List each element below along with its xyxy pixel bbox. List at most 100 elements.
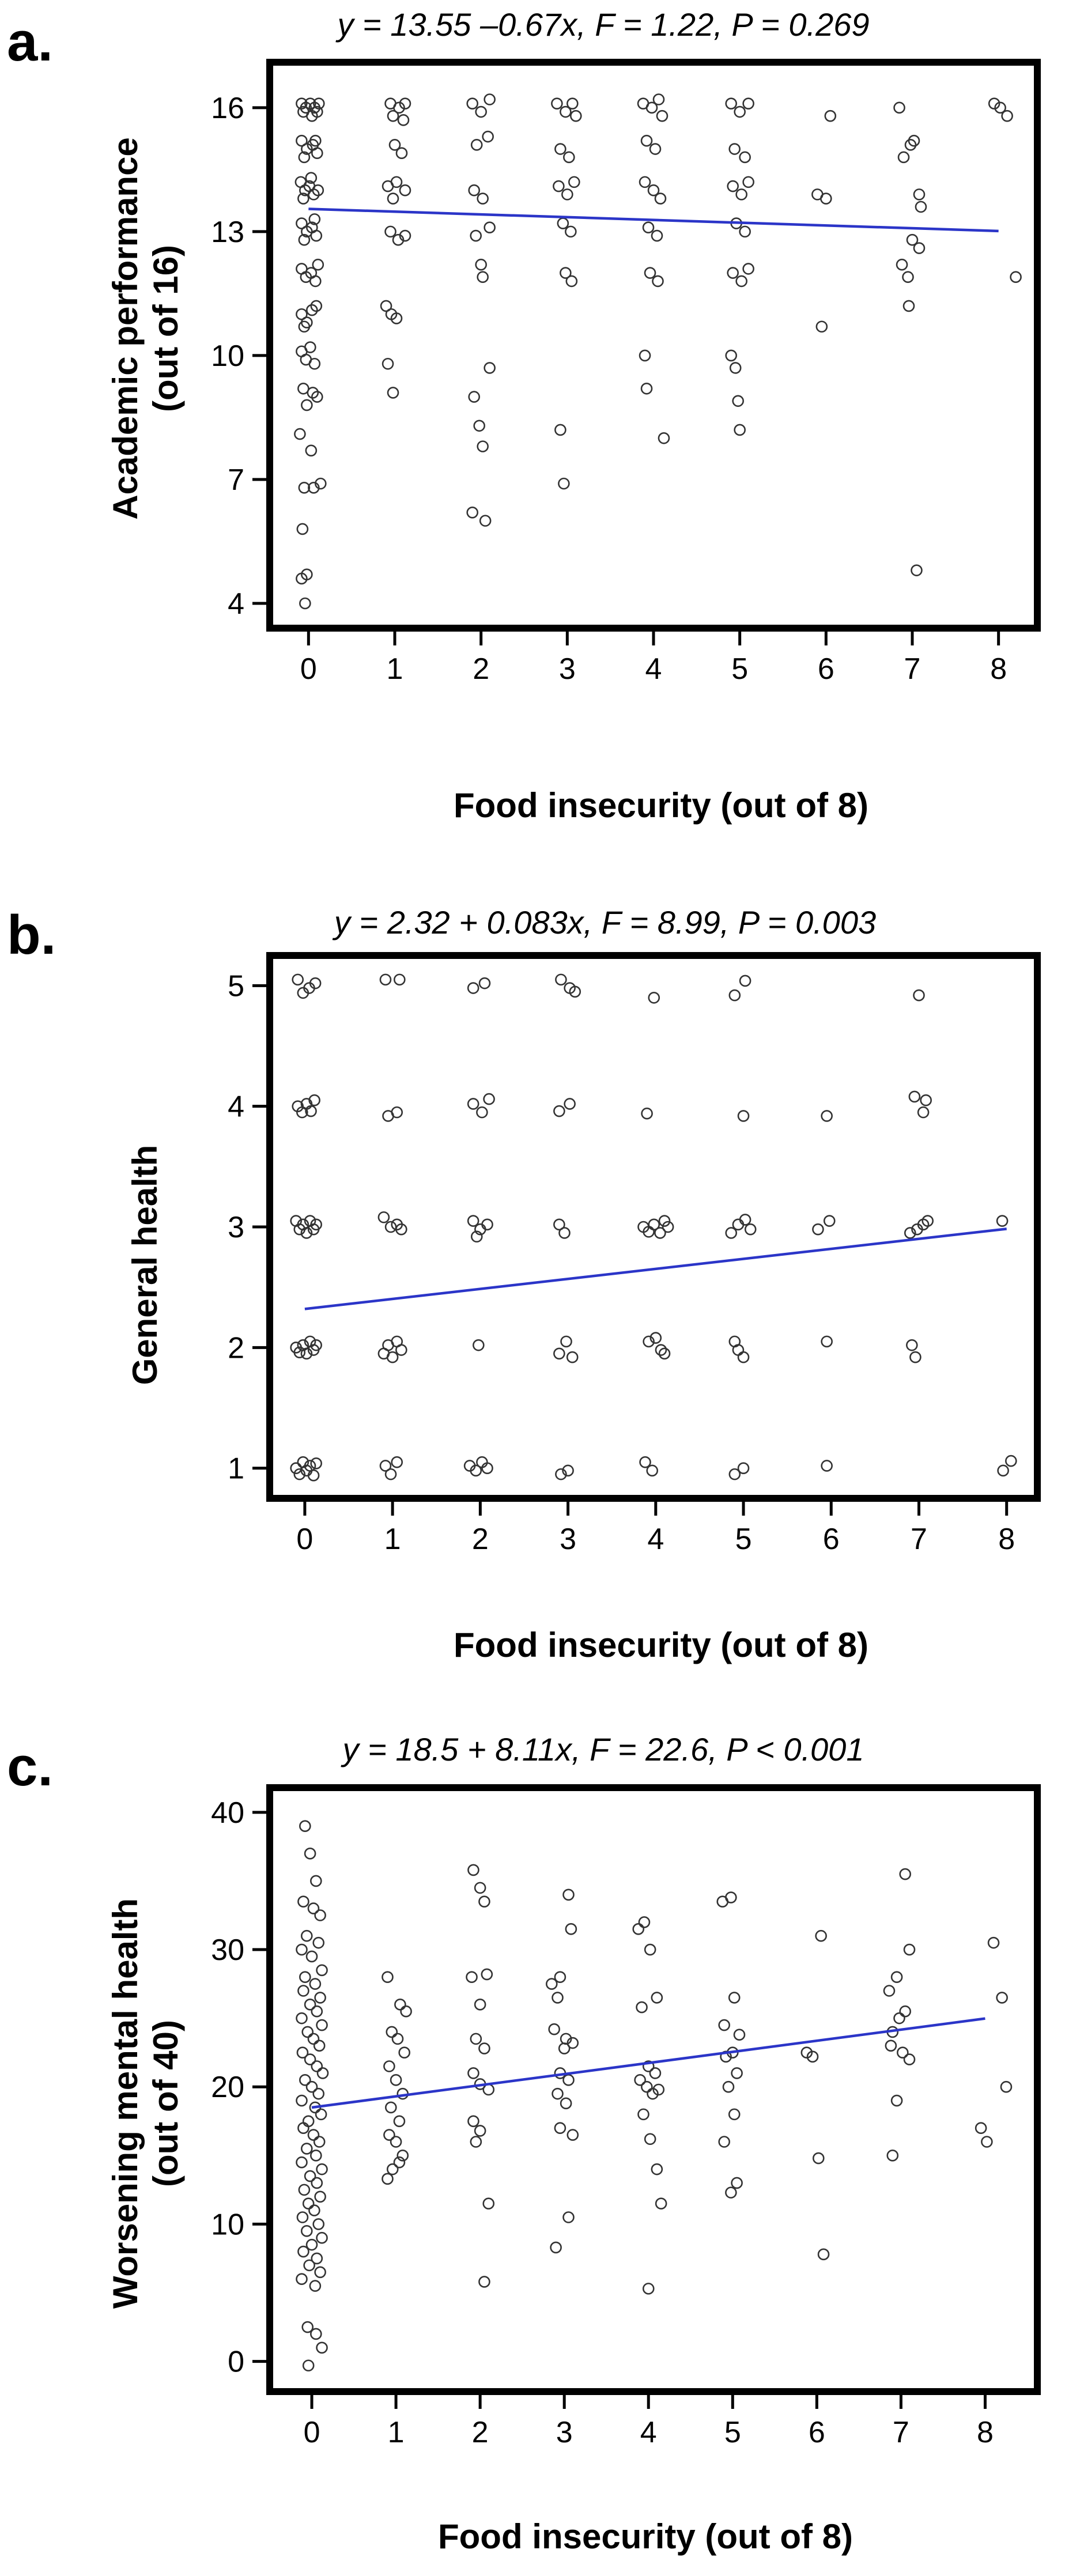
panel-b-data-point [643, 1335, 655, 1348]
panel-a-data-point [390, 312, 403, 324]
panel-b-data-point [732, 1344, 745, 1356]
panel-a-data-point [742, 263, 754, 275]
panel-c-ytick-label: 10 [211, 2208, 244, 2241]
panel-c-data-point [303, 2259, 315, 2272]
panel-c-data-point [296, 2046, 309, 2058]
panel-a-data-point [380, 300, 392, 312]
panel-a-equation: y = 13.55 –0.67x, F = 1.22, P = 0.269 [335, 6, 869, 43]
panel-c-data-point [316, 2067, 329, 2079]
panel-a-data-point [312, 184, 324, 197]
panel-c-data-point [314, 1992, 326, 2004]
panel-c-ylabel-line1: Worsening mental health [106, 1898, 145, 2309]
panel-b-data-point [648, 1218, 660, 1231]
panel-a-data-point [913, 188, 926, 201]
panel-a-data-point [397, 114, 410, 126]
panel-c-data-point [562, 2211, 575, 2223]
panel-c-data-point [812, 2152, 825, 2165]
panel-a-data-point [296, 523, 309, 535]
panel-a-data-point [553, 180, 565, 192]
panel-c-data-point [296, 1943, 308, 1956]
panel-a-data-point [311, 147, 323, 159]
panel-a-data-point [298, 233, 311, 246]
panel-a-data-point [296, 217, 308, 229]
panel-c-data-point [733, 2029, 746, 2041]
panel-c-data-point [296, 2273, 308, 2285]
panel-c-data-point [649, 2067, 662, 2079]
panel-b-data-point [476, 1106, 488, 1119]
panel-c-data-point [312, 1936, 325, 1949]
panel-b-data-point [908, 1090, 921, 1103]
panel-b-letter: b. [7, 904, 56, 966]
panel-b-data-point [737, 1110, 750, 1122]
panel-c-data-point [806, 2050, 819, 2063]
panel-b-data-point [906, 1339, 918, 1351]
panel-a-data-point [554, 143, 567, 155]
panel-b-data-point [639, 1456, 651, 1468]
panel-a-data-point [902, 300, 915, 312]
panel-a-data-point [308, 357, 321, 370]
panel-c-data-point [642, 2060, 655, 2072]
panel-c-data-point [310, 2150, 322, 2162]
panel-a-data-point [484, 221, 496, 234]
panel-c-data-point [562, 1888, 575, 1901]
panel-b-data-point [384, 1221, 397, 1233]
panel-b-data-point [391, 1456, 403, 1468]
panel-c-data-point [297, 2122, 309, 2134]
panel-b-ytick-label: 1 [228, 1452, 244, 1486]
panel-c-data-point [390, 2074, 402, 2086]
panel-c-letter: c. [7, 1736, 53, 1797]
panel-b-data-point [308, 1094, 320, 1106]
panel-b: b. y = 2.32 + 0.083x, F = 8.99, P = 0.00… [7, 904, 1041, 1664]
panel-c-data-point [296, 2156, 308, 2169]
panel-c-data-point [725, 2186, 737, 2199]
panel-b-data-point [470, 1230, 483, 1243]
panel-b-data-point [739, 1214, 751, 1226]
panel-c-data-point [299, 1971, 311, 1983]
panel-b-equation: y = 2.32 + 0.083x, F = 8.99, P = 0.003 [332, 904, 876, 940]
panel-c-data-point [817, 2248, 830, 2261]
panel-b-data-point [728, 989, 741, 1002]
panel-c-data-point [634, 2074, 646, 2086]
panel-c-data-point [382, 2173, 394, 2185]
panel-c-data-point [722, 2080, 735, 2093]
panel-b-data-point [310, 1339, 322, 1351]
panel-a-xtick-label: 6 [818, 652, 834, 686]
panel-b-data-point [470, 1464, 482, 1477]
panel-c-data-point [386, 2026, 398, 2038]
panel-c-data-point [474, 2125, 486, 2137]
panel-a-data-point [484, 362, 496, 374]
panel-b-data-point [553, 1347, 565, 1360]
panel-a-data-point [742, 176, 754, 188]
panel-c-data-point [305, 2238, 318, 2251]
panel-a-data-point [729, 362, 742, 374]
panel-c-xtick-label: 7 [893, 2416, 909, 2449]
panel-c-data-point [890, 1971, 903, 1983]
panel-c-data-point [886, 2150, 899, 2162]
panel-a-data-point [994, 101, 1006, 114]
panel-c-data-point [478, 2042, 490, 2054]
panel-b-ylabel: General health [126, 1145, 164, 1385]
panel-a-data-point [570, 109, 582, 122]
panel-c-data-point [467, 2067, 479, 2079]
panel-c-data-point [308, 2204, 320, 2216]
panel-c-equation: y = 18.5 + 8.11x, F = 22.6, P < 0.001 [341, 1731, 864, 1767]
panel-a-letter: a. [7, 11, 53, 73]
panel-c-data-point [725, 1891, 737, 1903]
panel-c-data-point [996, 1992, 1008, 2004]
panel-c-xtick-label: 2 [472, 2416, 489, 2449]
panel-a-data-point [735, 275, 747, 288]
panel-b-data-point [566, 1351, 579, 1363]
panel-b-data-point [379, 1460, 392, 1472]
panel-a-data-point [988, 97, 1000, 109]
panel-b-data-point [996, 1215, 1009, 1227]
panel-c-data-point [297, 1895, 309, 1908]
panel-a-data-point [563, 151, 575, 164]
panel-b-data-point [478, 977, 491, 989]
panel-b-data-point [821, 1335, 833, 1348]
panel-c-data-point [396, 2150, 409, 2162]
panel-a-data-point [306, 304, 318, 316]
panel-b-xtick-label: 4 [647, 1523, 664, 1556]
panel-b-data-point [300, 1347, 313, 1360]
panel-a-data-point [305, 444, 318, 457]
panel-b-data-point [564, 1098, 576, 1110]
